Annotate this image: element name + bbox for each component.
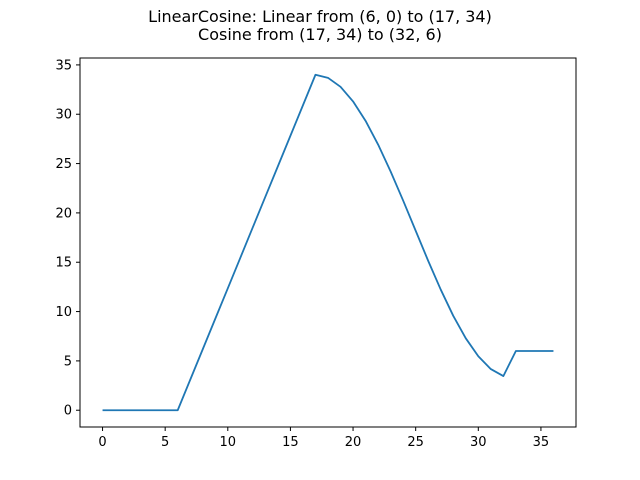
y-tick-label: 5	[64, 354, 72, 369]
y-tick-label: 30	[55, 108, 72, 123]
plot-frame	[79, 57, 577, 428]
x-tick-label: 20	[345, 435, 362, 450]
x-tick-label: 15	[282, 435, 299, 450]
x-tick-label: 30	[470, 435, 487, 450]
x-tick-label: 10	[220, 435, 237, 450]
x-tick-label: 35	[533, 435, 550, 450]
y-tick-label: 10	[55, 305, 72, 320]
y-tick-label: 25	[55, 157, 72, 172]
y-tick-label: 20	[55, 206, 72, 221]
y-tick-label: 35	[55, 58, 72, 73]
series-layer	[102, 73, 554, 412]
chart-title-line-1: LinearCosine: Linear from (6, 0) to (17,…	[148, 7, 492, 26]
y-tick-label: 0	[64, 404, 72, 419]
x-axis: 0 5 10 15 20 25 30 35	[98, 427, 549, 450]
x-tick-label: 25	[407, 435, 424, 450]
x-tick-label: 0	[98, 435, 106, 450]
chart-title-line-2: Cosine from (17, 34) to (32, 6)	[198, 25, 442, 44]
x-tick-label: 5	[161, 435, 169, 450]
y-tick-label: 15	[55, 256, 72, 271]
y-axis: 0 5 10 15 20 25 30 35	[55, 58, 80, 419]
series-line-0	[102, 73, 554, 412]
